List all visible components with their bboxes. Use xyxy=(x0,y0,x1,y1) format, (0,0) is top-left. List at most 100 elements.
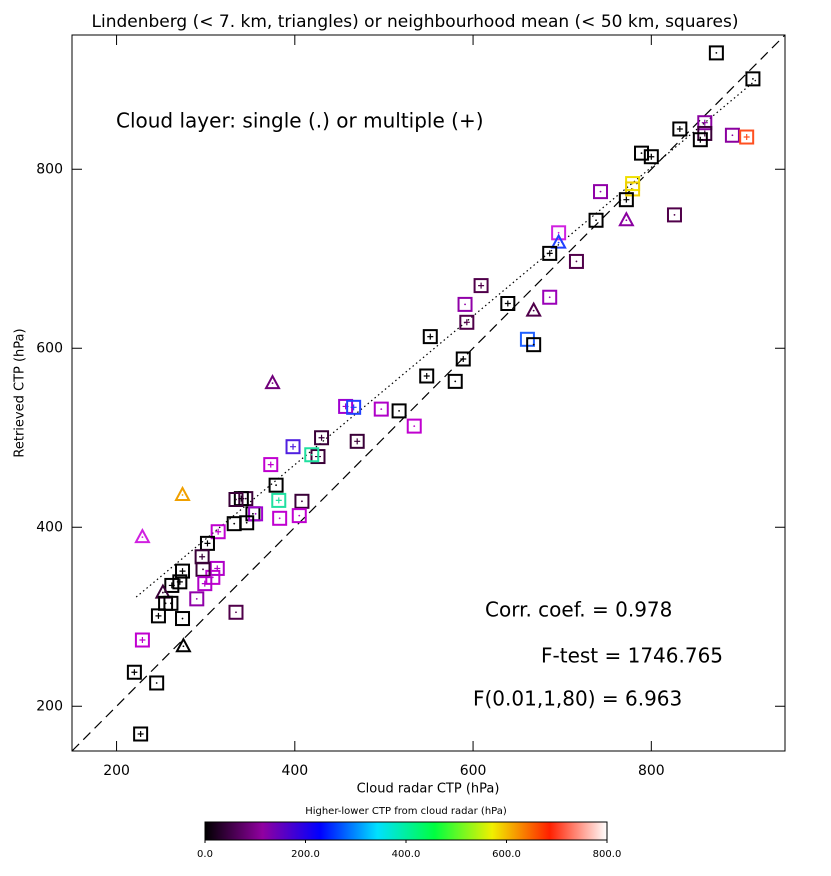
layer-mark xyxy=(557,231,560,234)
point-square xyxy=(526,337,542,353)
layer-mark xyxy=(155,612,162,619)
chart-title: Lindenberg (< 7. km, triangles) or neigh… xyxy=(92,12,739,32)
layer-mark xyxy=(139,637,146,644)
layer-mark xyxy=(275,497,282,504)
layer-mark xyxy=(460,355,467,362)
layer-mark xyxy=(298,514,301,517)
layer-mark xyxy=(301,500,303,503)
x-tick-label: 600 xyxy=(460,763,487,779)
layer-mark xyxy=(354,438,361,445)
layer-mark xyxy=(181,617,184,620)
colorbar-tick-label: 400.0 xyxy=(392,849,421,860)
reference-line xyxy=(71,34,786,752)
y-tick-label: 400 xyxy=(36,519,63,535)
layer-mark xyxy=(252,512,254,515)
layer-mark xyxy=(398,410,400,412)
point-square xyxy=(373,401,389,417)
point-square xyxy=(457,296,473,312)
layer-mark xyxy=(673,213,676,216)
layer-mark xyxy=(575,260,578,263)
layer-mark xyxy=(215,528,222,535)
point-triangle xyxy=(618,211,635,227)
layer-mark xyxy=(244,497,247,500)
point-square xyxy=(697,115,713,131)
layer-mark xyxy=(164,602,167,605)
point-square xyxy=(268,477,284,493)
point-square xyxy=(134,632,150,648)
layer-mark xyxy=(623,196,630,203)
point-triangle xyxy=(134,527,151,544)
layer-mark xyxy=(211,576,214,579)
layer-mark xyxy=(532,309,535,312)
point-square xyxy=(745,71,761,87)
layer-mark xyxy=(204,540,211,547)
point-square xyxy=(150,608,166,624)
x-axis-label: Cloud radar CTP (hPa) xyxy=(357,782,500,797)
point-square xyxy=(643,149,659,165)
point-square xyxy=(459,314,475,330)
layer-mark xyxy=(141,536,144,538)
annotation: F-test = 1746.765 xyxy=(541,644,723,668)
point-square xyxy=(406,418,422,434)
y-tick-label: 800 xyxy=(36,161,63,177)
point-triangle xyxy=(525,301,542,317)
layer-mark xyxy=(254,512,257,515)
annotation: Corr. coef. = 0.978 xyxy=(485,598,672,622)
layer-mark xyxy=(423,372,430,379)
layer-mark xyxy=(155,682,158,684)
layer-mark xyxy=(731,134,734,137)
layer-mark xyxy=(599,190,602,193)
layer-mark xyxy=(162,591,164,594)
point-square xyxy=(672,121,688,137)
point-square xyxy=(542,289,558,305)
colorbar xyxy=(204,821,608,841)
point-triangle xyxy=(175,637,192,653)
layer-mark xyxy=(202,568,204,571)
point-square xyxy=(210,524,226,540)
layer-mark xyxy=(267,461,274,468)
layer-mark xyxy=(548,296,551,299)
point-square xyxy=(568,253,584,269)
point-square xyxy=(285,439,301,455)
layer-mark xyxy=(463,319,470,326)
point-square xyxy=(272,510,288,526)
point-square xyxy=(175,563,191,579)
point-square xyxy=(708,45,724,61)
layer-mark xyxy=(676,125,683,132)
colorbar-tick-label: 200.0 xyxy=(291,849,320,860)
point-square xyxy=(447,373,463,389)
layer-mark xyxy=(290,443,297,450)
y-axis-label: Retrieved CTP (hPa) xyxy=(13,328,28,457)
layer-mark xyxy=(640,152,643,155)
point-square xyxy=(551,225,567,241)
layer-mark xyxy=(182,645,185,648)
layer-mark xyxy=(201,580,208,587)
point-square xyxy=(724,127,740,143)
layer-mark xyxy=(245,521,248,524)
layer-mark xyxy=(595,219,597,222)
point-square xyxy=(126,664,142,680)
point-square xyxy=(419,368,435,384)
layer-mark xyxy=(233,522,236,525)
layer-mark xyxy=(271,382,274,385)
point-square xyxy=(304,447,320,463)
layer-mark xyxy=(557,241,560,244)
annotation: Cloud layer: single (.) or multiple (+) xyxy=(116,109,484,133)
point-square xyxy=(271,492,287,508)
layer-mark xyxy=(278,517,281,520)
point-square xyxy=(739,129,755,145)
point-square xyxy=(228,604,244,620)
point-square xyxy=(455,351,471,367)
point-square xyxy=(473,278,489,294)
layer-mark xyxy=(131,669,138,676)
point-triangle xyxy=(550,233,567,249)
layer-mark xyxy=(697,136,704,143)
point-square xyxy=(209,560,225,576)
layer-mark xyxy=(168,582,175,589)
layer-mark xyxy=(427,333,434,340)
y-tick-label: 600 xyxy=(36,340,63,356)
point-square xyxy=(149,675,165,691)
x-tick-label: 400 xyxy=(281,763,308,779)
colorbar-title: Higher-lower CTP from cloud radar (hPa) xyxy=(305,806,507,817)
layer-mark xyxy=(235,611,237,614)
